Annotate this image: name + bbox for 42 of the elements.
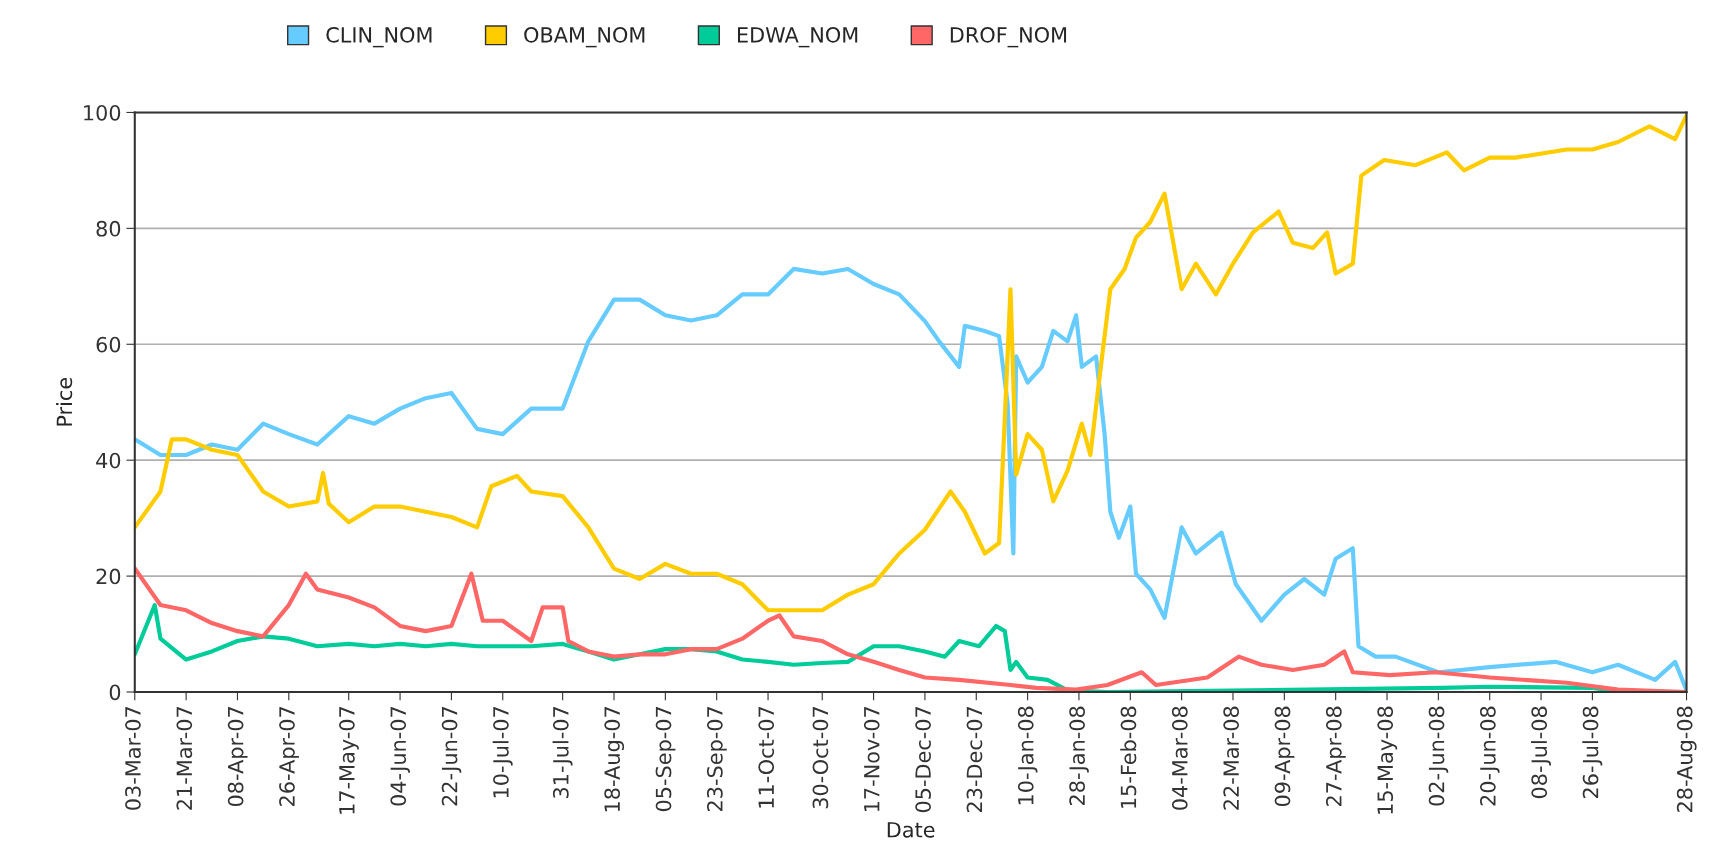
legend-label: CLIN_NOM (326, 26, 432, 48)
x-tick-label: 23-Sep-07 (706, 706, 727, 811)
x-tick-label: 17-May-07 (339, 706, 359, 814)
x-tick-label: 09-Apr-08 (1274, 706, 1295, 807)
x-tick-label: 11-Oct-07 (758, 706, 775, 808)
x-tick-label: 10-Jul-07 (492, 706, 513, 798)
x-tick-label: 26-Apr-07 (279, 706, 299, 806)
x-tick-label: 03-Mar-07 (125, 706, 141, 810)
x-tick-label: 08-Jul-08 (1530, 706, 1551, 799)
y-tick-label: 80 (96, 220, 121, 237)
x-tick-label: 02-Jun-08 (1428, 706, 1449, 806)
legend-label: OBAM_NOM (524, 26, 645, 48)
x-tick-label: 26-Jul-08 (1582, 706, 1603, 799)
y-tick-label: 100 (84, 104, 121, 121)
x-tick-label: 31-Jul-07 (552, 706, 573, 798)
y-axis-title: Price (56, 377, 73, 426)
y-tick-label: 0 (109, 684, 121, 701)
x-tick-label: 28-Aug-08 (1676, 706, 1697, 812)
x-tick-label: 22-Jun-07 (441, 706, 462, 806)
x-tick-label: 04-Jun-07 (390, 706, 410, 806)
x-tick-label: 05-Sep-07 (655, 706, 676, 812)
legend-label: EDWA_NOM (737, 26, 858, 48)
y-tick-label: 60 (96, 336, 121, 353)
x-tick-label: 23-Dec-07 (966, 706, 983, 813)
x-tick-label: 05-Dec-07 (915, 706, 931, 813)
x-tick-label: 17-Nov-07 (863, 706, 880, 812)
x-tick-label: 15-Feb-08 (1120, 706, 1137, 808)
x-tick-label: 21-Mar-07 (176, 706, 193, 810)
x-axis-title: Date (887, 822, 935, 838)
x-tick-label: 18-Aug-07 (604, 706, 625, 812)
x-tick-label: 22-Mar-08 (1223, 706, 1240, 810)
x-tick-label: 08-Apr-07 (227, 706, 248, 807)
x-tick-label: 15-May-08 (1377, 706, 1398, 814)
y-tick-label: 20 (96, 568, 121, 585)
x-tick-label: 20-Jun-08 (1479, 706, 1500, 806)
y-tick-label: 40 (96, 452, 121, 469)
x-tick-label: 30-Oct-07 (812, 706, 829, 809)
legend-label: DROF_NOM (950, 26, 1067, 48)
x-tick-label: 28-Jan-08 (1069, 706, 1089, 806)
x-tick-label: 10-Jan-08 (1017, 706, 1038, 805)
x-tick-label: 04-Mar-08 (1171, 706, 1188, 810)
x-tick-label: 27-Apr-08 (1325, 706, 1346, 806)
